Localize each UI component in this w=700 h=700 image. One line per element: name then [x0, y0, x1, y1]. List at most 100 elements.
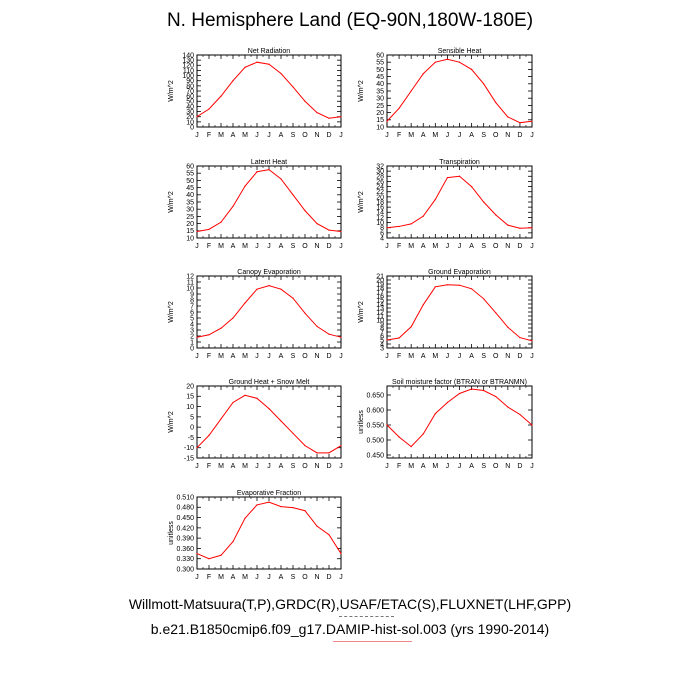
- x-tick-label: A: [469, 243, 474, 250]
- data-point: [244, 185, 246, 187]
- x-tick-label: J: [195, 132, 199, 139]
- y-tick-label: 4: [190, 321, 194, 328]
- data-point: [519, 122, 521, 124]
- y-tick-label: 11: [187, 279, 194, 286]
- y-tick-label: 14: [376, 210, 384, 217]
- chart-title: Evaporative Fraction: [237, 490, 301, 497]
- x-tick-label: D: [326, 132, 331, 139]
- data-point: [196, 230, 198, 233]
- x-tick-label: J: [530, 132, 534, 139]
- y-axis-label: W/m^2: [168, 411, 175, 433]
- series-line: [386, 284, 533, 342]
- data-point: [470, 185, 473, 188]
- x-tick-label: A: [469, 132, 474, 139]
- y-tick-label: 12: [376, 309, 384, 316]
- y-tick-label: 26: [376, 179, 384, 186]
- data-point: [410, 326, 412, 328]
- x-tick-label: J: [255, 574, 259, 581]
- y-tick-label: 30: [376, 169, 384, 176]
- x-tick-label: J: [446, 132, 450, 139]
- x-tick-label: J: [385, 353, 389, 360]
- data-point: [446, 176, 449, 179]
- data-point: [268, 63, 270, 65]
- data-point: [256, 504, 258, 506]
- x-tick-label: A: [231, 353, 236, 360]
- data-point: [196, 447, 198, 449]
- x-tick-label: N: [314, 132, 319, 139]
- x-tick-label: M: [218, 132, 224, 139]
- y-axis-label: W/m^2: [358, 80, 365, 102]
- x-tick-label: J: [339, 353, 343, 360]
- x-tick-label: M: [432, 243, 438, 250]
- data-point: [495, 101, 497, 104]
- y-tick-label: 40: [186, 192, 194, 199]
- x-tick-label: J: [458, 463, 462, 470]
- y-tick-label: 30: [376, 96, 384, 103]
- data-point: [220, 95, 222, 97]
- x-tick-label: O: [493, 132, 499, 139]
- chart-title: Latent Heat: [251, 159, 287, 166]
- x-tick-label: J: [458, 353, 462, 360]
- y-tick-label: 45: [186, 185, 194, 192]
- x-tick-label: S: [291, 574, 296, 581]
- y-tick-label: 20: [376, 277, 384, 284]
- y-tick-label: 1: [190, 339, 194, 346]
- data-point: [531, 340, 533, 342]
- y-tick-label: 6: [190, 309, 194, 316]
- data-point: [422, 215, 424, 217]
- x-tick-label: F: [397, 243, 401, 250]
- data-point: [410, 90, 412, 92]
- y-axis-label: unitless: [358, 410, 365, 434]
- page-title: N. Hemisphere Land (EQ-90N,180W-180E): [166, 10, 534, 31]
- data-point: [268, 285, 270, 287]
- data-point: [208, 334, 210, 336]
- x-tick-label: J: [267, 353, 271, 360]
- y-tick-label: 13: [376, 305, 384, 312]
- y-tick-label: 40: [376, 81, 384, 88]
- data-point: [292, 507, 294, 509]
- x-tick-label: A: [469, 353, 474, 360]
- data-point: [446, 401, 449, 404]
- y-tick-label: 11: [377, 313, 384, 320]
- y-tick-label: 20: [186, 114, 194, 121]
- x-tick-label: J: [458, 243, 462, 250]
- chart-panel: Net Radiation W/m^2 0102030405060708090100…: [168, 48, 343, 139]
- data-point: [280, 420, 282, 422]
- x-tick-label: M: [408, 243, 414, 250]
- x-tick-label: J: [530, 243, 534, 250]
- data-point: [304, 312, 306, 314]
- chart-panel: Sensible Heat W/m^2 1015202530354045505560…: [358, 48, 534, 139]
- data-point: [386, 227, 388, 229]
- y-tick-label: 0.300: [176, 566, 194, 573]
- data-point: [495, 214, 497, 216]
- y-tick-label: 21: [376, 273, 384, 280]
- x-tick-label: N: [314, 353, 319, 360]
- data-point: [268, 169, 270, 171]
- data-point: [244, 302, 246, 304]
- x-tick-label: M: [408, 463, 414, 470]
- data-point: [470, 288, 473, 290]
- x-tick-label: J: [195, 353, 199, 360]
- chart-title: Transpiration: [439, 159, 480, 166]
- y-tick-label: 8: [380, 325, 384, 332]
- x-tick-label: D: [517, 353, 522, 360]
- y-tick-label: 10: [186, 285, 194, 292]
- x-tick-label: J: [339, 243, 343, 250]
- series-line: [386, 175, 533, 229]
- y-tick-label: 100: [182, 73, 194, 80]
- x-tick-label: J: [446, 353, 450, 360]
- x-tick-label: F: [207, 132, 211, 139]
- data-point: [304, 100, 306, 102]
- y-tick-label: 90: [186, 78, 194, 85]
- chart-title: Ground Heat + Snow Melt: [229, 379, 310, 386]
- data-point: [340, 552, 342, 555]
- y-tick-label: -15: [184, 455, 194, 462]
- series-line: [386, 58, 533, 124]
- y-tick-label: 5: [380, 337, 384, 344]
- data-point: [495, 395, 497, 398]
- data-point: [483, 83, 485, 85]
- plot-frame: [386, 275, 533, 349]
- y-tick-label: 12: [186, 273, 194, 280]
- y-tick-label: 16: [376, 205, 384, 212]
- chart-title: Canopy Evaporation: [237, 269, 301, 276]
